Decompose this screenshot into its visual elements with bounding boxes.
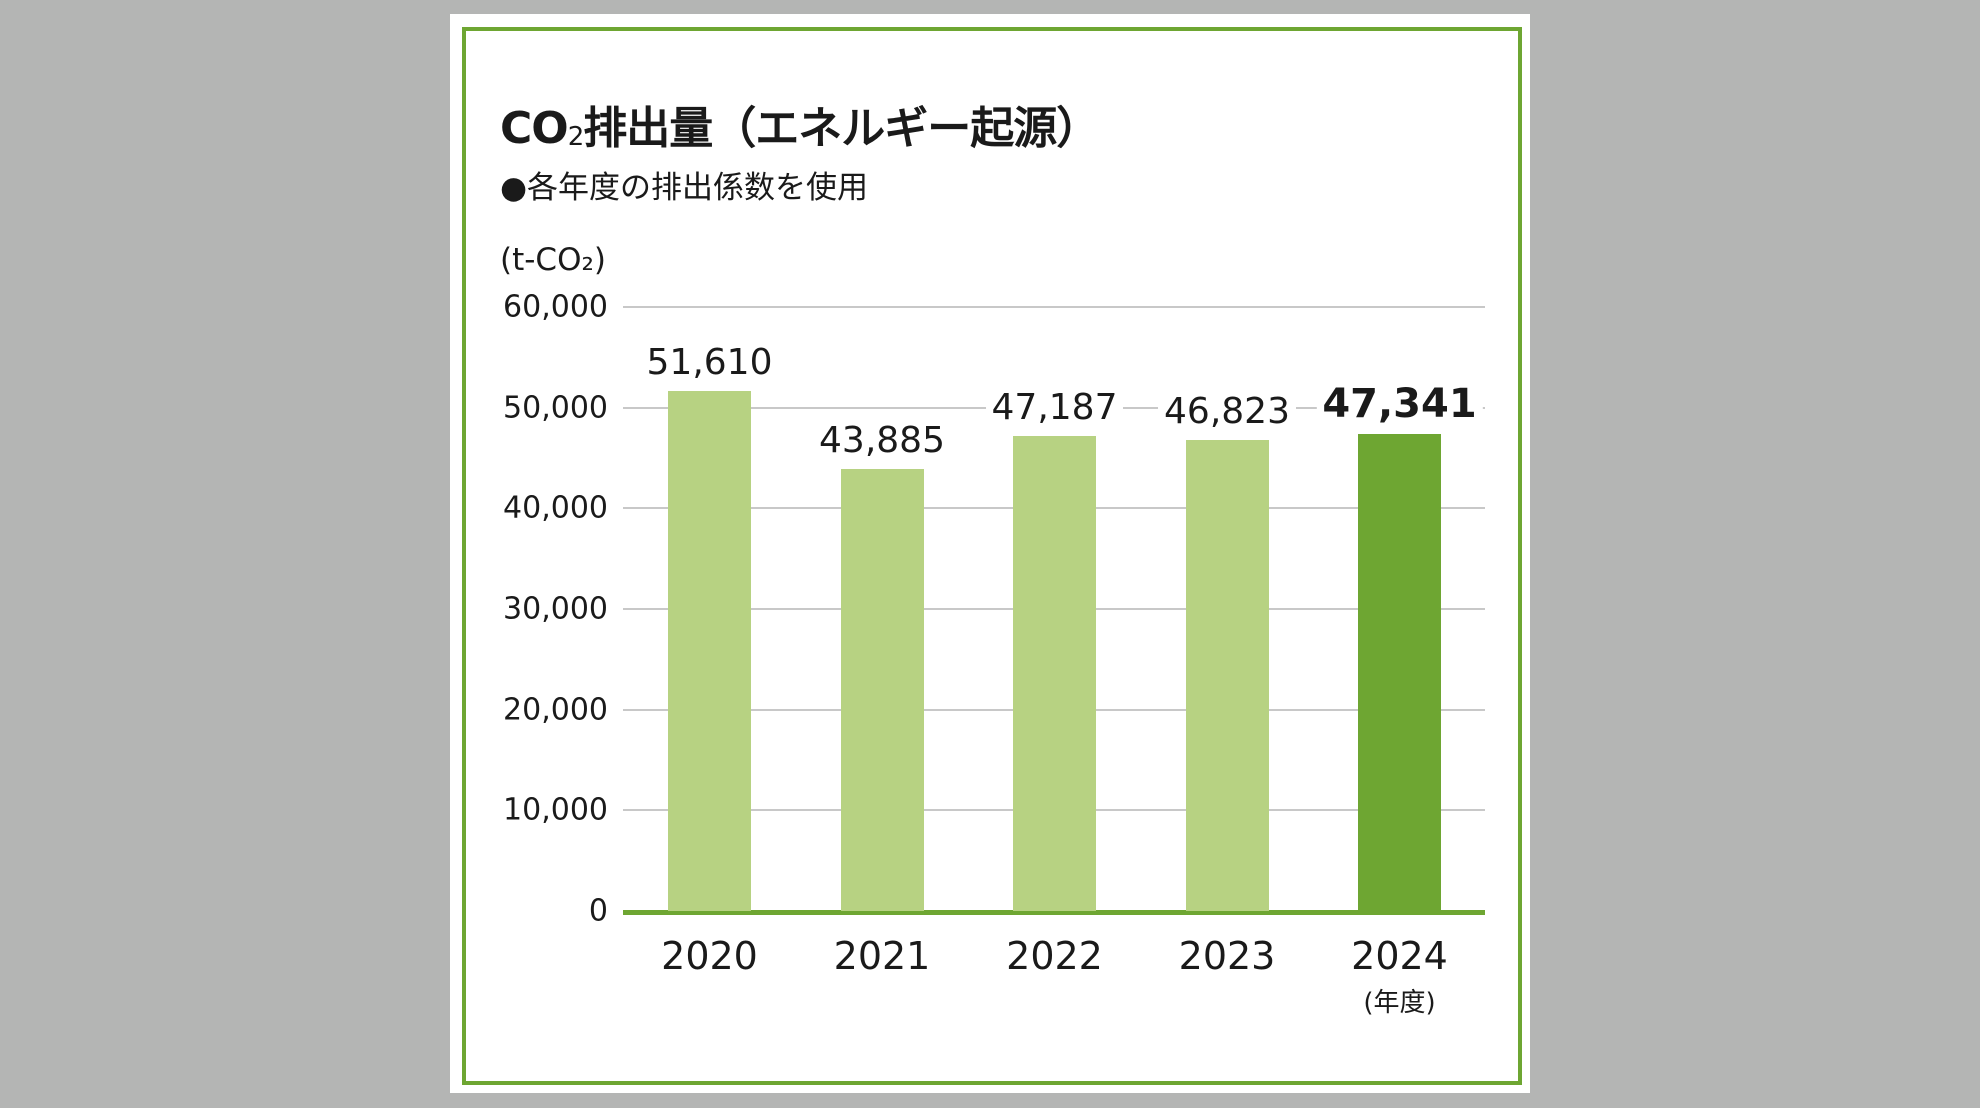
x-tick-label-2021: 2021 bbox=[833, 934, 931, 978]
gridline bbox=[623, 306, 1485, 308]
value-label-2020: 51,610 bbox=[640, 345, 779, 382]
bar-2023 bbox=[1185, 439, 1269, 911]
chart-title: CO2排出量（エネルギー起源） bbox=[500, 103, 1100, 154]
x-axis-baseline bbox=[623, 910, 1485, 915]
y-tick-label: 0 bbox=[588, 893, 608, 929]
chart-subtitle: ●各年度の排出係数を使用 bbox=[500, 170, 869, 206]
y-tick-label: 60,000 bbox=[503, 289, 608, 325]
bar-2020 bbox=[668, 391, 751, 911]
bar-2024 bbox=[1358, 434, 1441, 911]
x-axis-unit: (年度) bbox=[1363, 988, 1436, 1018]
value-label-2021: 43,885 bbox=[813, 423, 951, 460]
bar-2022 bbox=[1013, 435, 1096, 911]
value-label-2024: 47,341 bbox=[1316, 384, 1483, 425]
value-label-2023: 46,823 bbox=[1158, 393, 1296, 430]
chart-frame bbox=[462, 27, 1522, 1085]
y-tick-label: 50,000 bbox=[503, 390, 608, 426]
y-tick-label: 40,000 bbox=[503, 490, 608, 526]
x-tick-label-2024: 2024 bbox=[1351, 934, 1448, 978]
x-tick-label-2022: 2022 bbox=[1006, 934, 1103, 978]
x-tick-label-2020: 2020 bbox=[661, 934, 758, 978]
y-axis-unit: (t-CO₂) bbox=[500, 242, 607, 278]
y-tick-label: 10,000 bbox=[503, 792, 608, 828]
x-tick-label-2023: 2023 bbox=[1178, 934, 1276, 978]
bar-2021 bbox=[840, 469, 924, 911]
value-label-2022: 47,187 bbox=[985, 389, 1124, 426]
y-tick-label: 20,000 bbox=[503, 692, 608, 728]
chart-card: CO2排出量（エネルギー起源） ●各年度の排出係数を使用 (t-CO₂) 0 10… bbox=[450, 14, 1530, 1093]
y-tick-label: 30,000 bbox=[503, 591, 608, 627]
